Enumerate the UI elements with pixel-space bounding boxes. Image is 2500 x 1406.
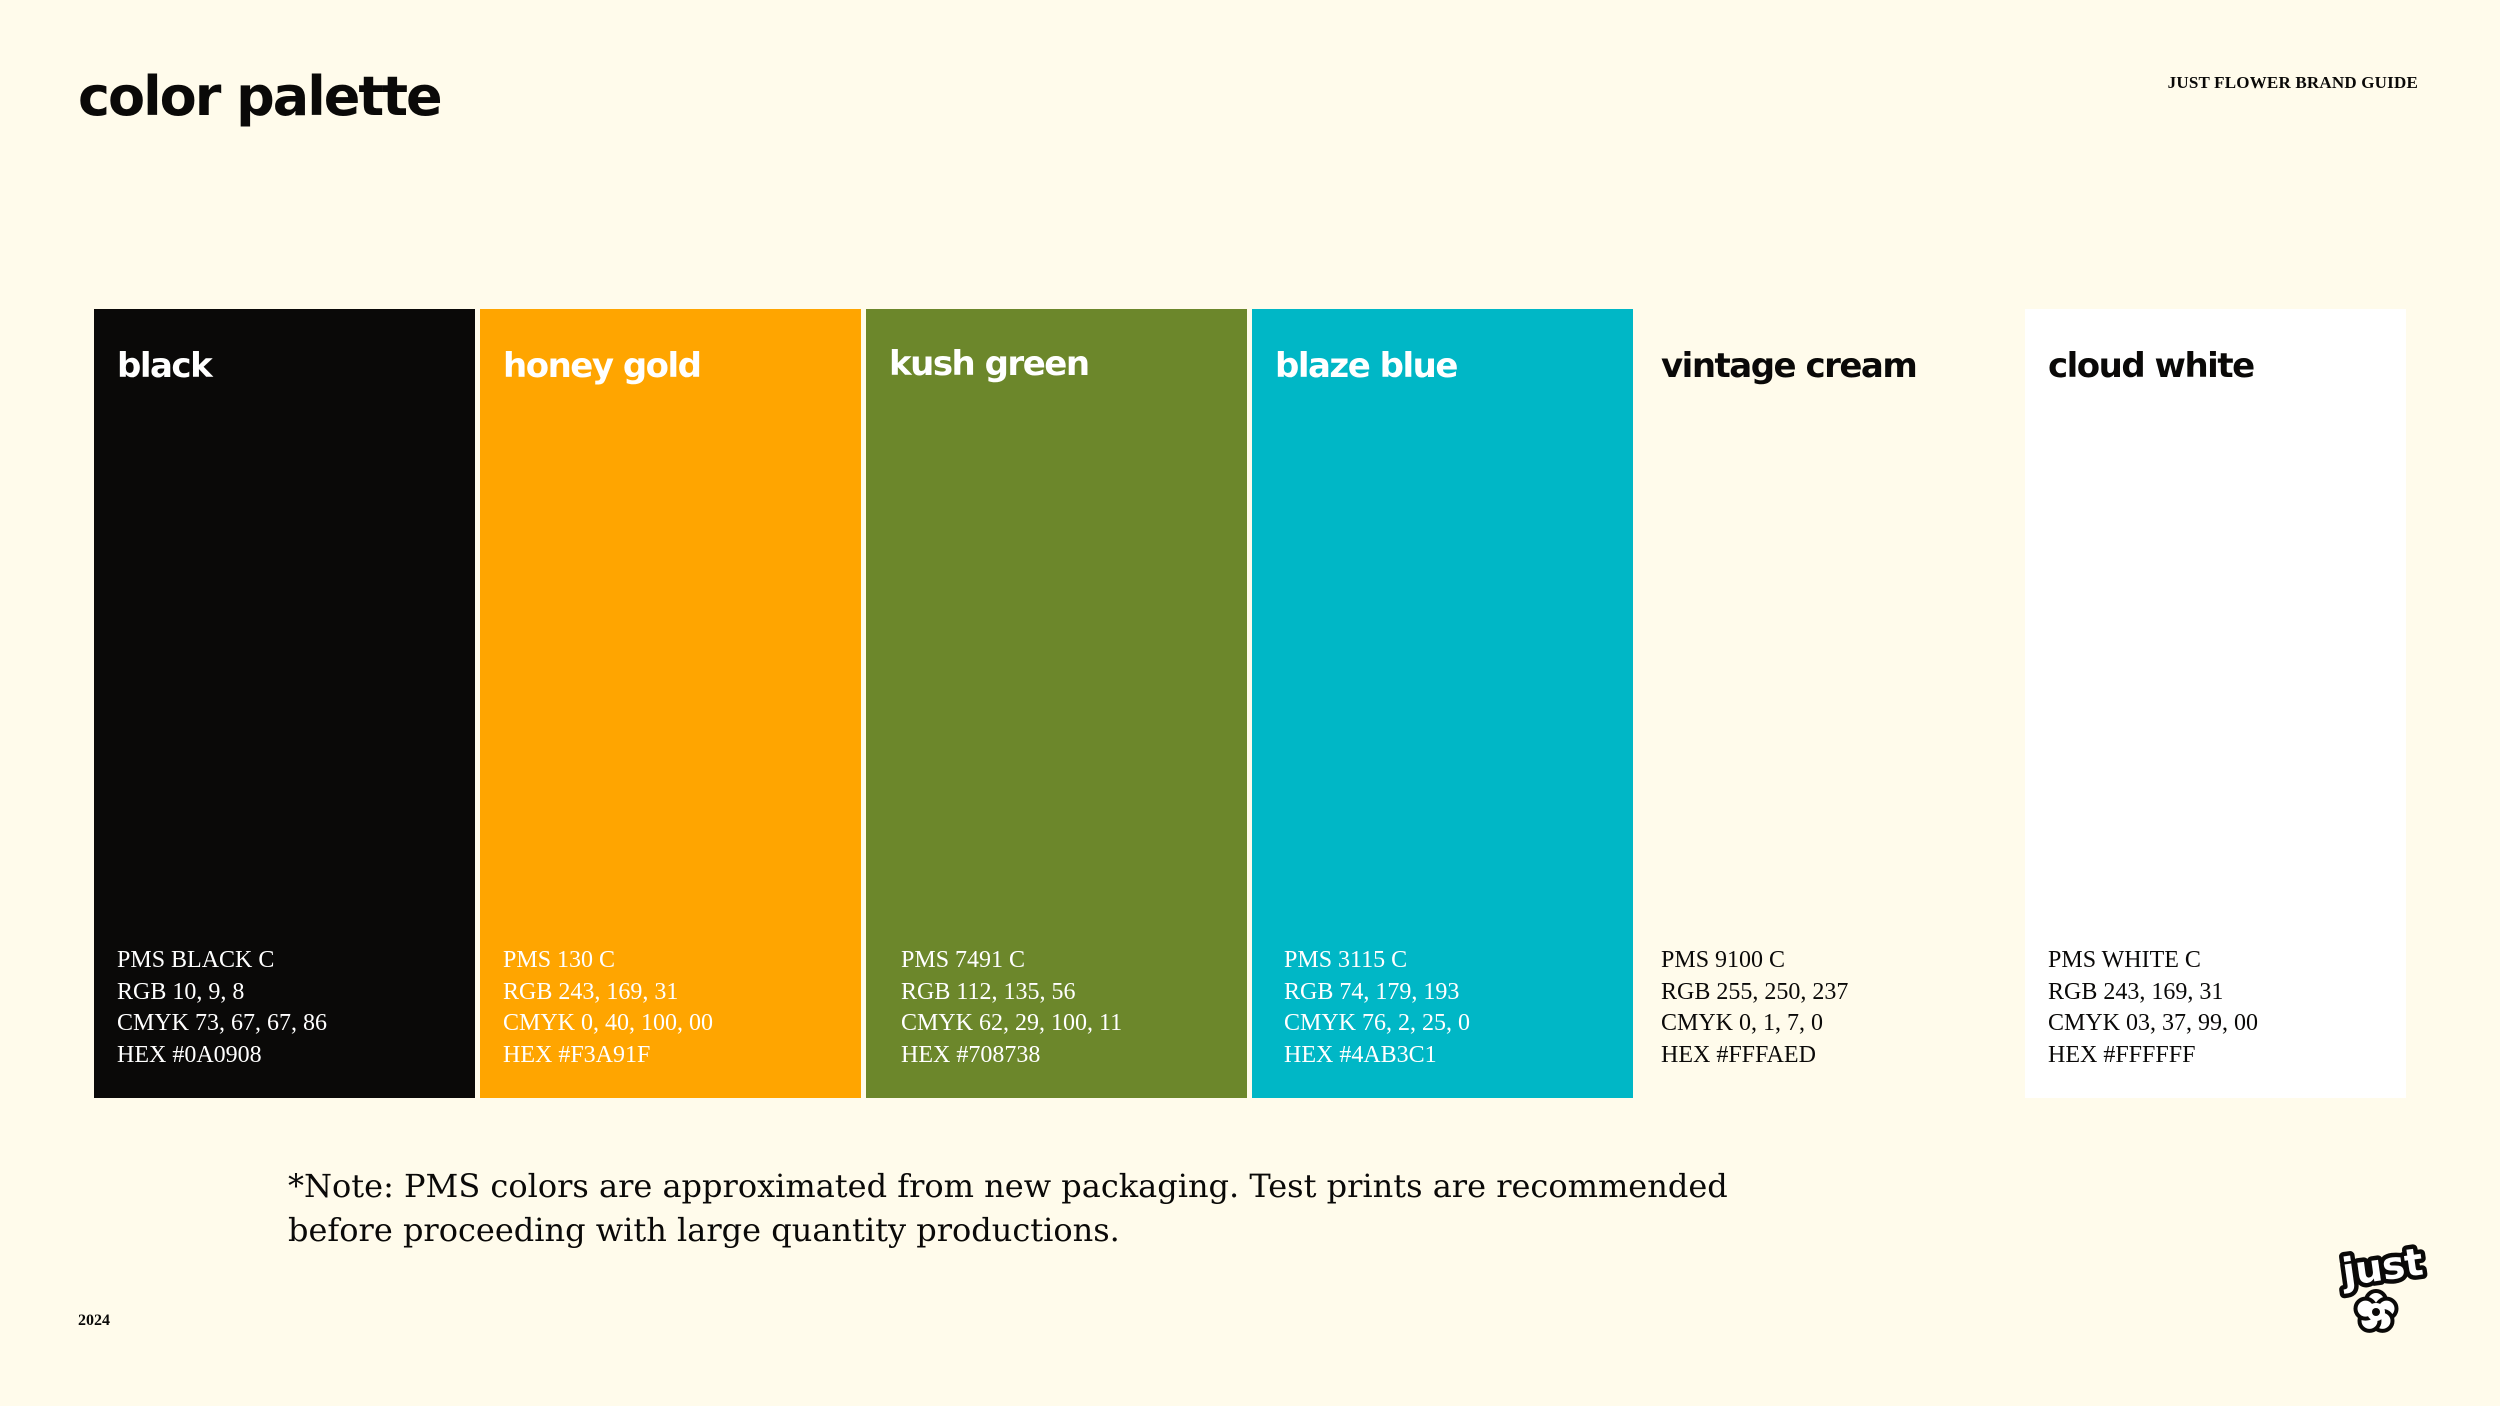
print-note-line-2: before proceeding with large quantity pr… <box>288 1211 1120 1249</box>
swatch-pms: PMS 130 C <box>503 947 616 973</box>
swatch-cmyk: CMYK 0, 40, 100, 00 <box>503 1010 714 1036</box>
swatch-name: vintage cream <box>1661 346 1918 386</box>
swatch-vintage-cream: vintage cream PMS 9100 C RGB 255, 250, 2… <box>1638 309 2019 1098</box>
logo-flower-icon <box>2353 1289 2399 1333</box>
swatch-hex: HEX #708738 <box>901 1041 1041 1068</box>
swatch-specs: PMS WHITE C RGB 243, 169, 31 CMYK 03, 37… <box>2048 945 2258 1071</box>
swatch-pms: PMS BLACK C <box>117 947 275 973</box>
swatch-rgb: RGB 243, 169, 31 <box>2048 978 2224 1005</box>
swatch-cmyk: CMYK 62, 29, 100, 11 <box>901 1010 1123 1036</box>
swatch-specs: PMS 7491 C RGB 112, 135, 56 CMYK 62, 29,… <box>901 945 1122 1071</box>
swatch-cmyk: CMYK 76, 2, 25, 0 <box>1284 1010 1471 1036</box>
swatch-cloud-white: cloud white PMS WHITE C RGB 243, 169, 31… <box>2025 309 2406 1098</box>
page-title: color palette <box>78 65 443 128</box>
just-flower-logo-icon: just <box>2338 1240 2428 1333</box>
brand-guide-label: JUST FLOWER BRAND GUIDE <box>2167 73 2418 92</box>
swatch-hex: HEX #0A0908 <box>117 1041 262 1068</box>
logo-wordmark: just <box>2338 1240 2426 1295</box>
swatch-pms: PMS 9100 C <box>1661 947 1786 973</box>
swatch-blaze-blue: blaze blue PMS 3115 C RGB 74, 179, 193 C… <box>1252 309 1633 1098</box>
swatch-cmyk: CMYK 0, 1, 7, 0 <box>1661 1010 1824 1036</box>
swatch-name: black <box>117 346 213 386</box>
swatch-name: honey gold <box>503 346 702 386</box>
print-note: *Note: PMS colors are approximated from … <box>288 1164 1788 1252</box>
swatch-hex: HEX #FFFAED <box>1661 1041 1816 1068</box>
swatch-rgb: RGB 255, 250, 237 <box>1661 978 1849 1005</box>
swatch-rgb: RGB 112, 135, 56 <box>901 978 1076 1005</box>
swatch-hex: HEX #F3A91F <box>503 1041 651 1068</box>
swatch-pms: PMS 3115 C <box>1284 947 1408 973</box>
footer-year: 2024 <box>78 1312 110 1329</box>
swatch-rgb: RGB 243, 169, 31 <box>503 978 679 1005</box>
swatch-hex: HEX #4AB3C1 <box>1284 1041 1437 1068</box>
swatch-rgb: RGB 10, 9, 8 <box>117 978 245 1005</box>
print-note-line-1: *Note: PMS colors are approximated from … <box>288 1167 1728 1205</box>
swatch-name: blaze blue <box>1275 346 1458 386</box>
swatch-pms: PMS 7491 C <box>901 947 1026 973</box>
swatch-black: black PMS BLACK C RGB 10, 9, 8 CMYK 73, … <box>94 309 475 1098</box>
swatch-honey-gold: honey gold PMS 130 C RGB 243, 169, 31 CM… <box>480 309 861 1098</box>
swatch-specs: PMS BLACK C RGB 10, 9, 8 CMYK 73, 67, 67… <box>117 945 327 1071</box>
swatch-pms: PMS WHITE C <box>2048 947 2201 973</box>
color-swatch-row: black PMS BLACK C RGB 10, 9, 8 CMYK 73, … <box>94 309 2406 1098</box>
swatch-kush-green: kush green PMS 7491 C RGB 112, 135, 56 C… <box>866 309 1247 1098</box>
swatch-hex: HEX #FFFFFF <box>2048 1041 2196 1068</box>
swatch-cmyk: CMYK 03, 37, 99, 00 <box>2048 1010 2259 1036</box>
swatch-cmyk: CMYK 73, 67, 67, 86 <box>117 1010 328 1036</box>
swatch-specs: PMS 9100 C RGB 255, 250, 237 CMYK 0, 1, … <box>1661 945 1848 1071</box>
swatch-rgb: RGB 74, 179, 193 <box>1284 978 1460 1005</box>
swatch-name: cloud white <box>2048 346 2255 386</box>
swatch-specs: PMS 3115 C RGB 74, 179, 193 CMYK 76, 2, … <box>1284 945 1470 1071</box>
swatch-name: kush green <box>889 344 1090 384</box>
swatch-specs: PMS 130 C RGB 243, 169, 31 CMYK 0, 40, 1… <box>503 945 713 1071</box>
